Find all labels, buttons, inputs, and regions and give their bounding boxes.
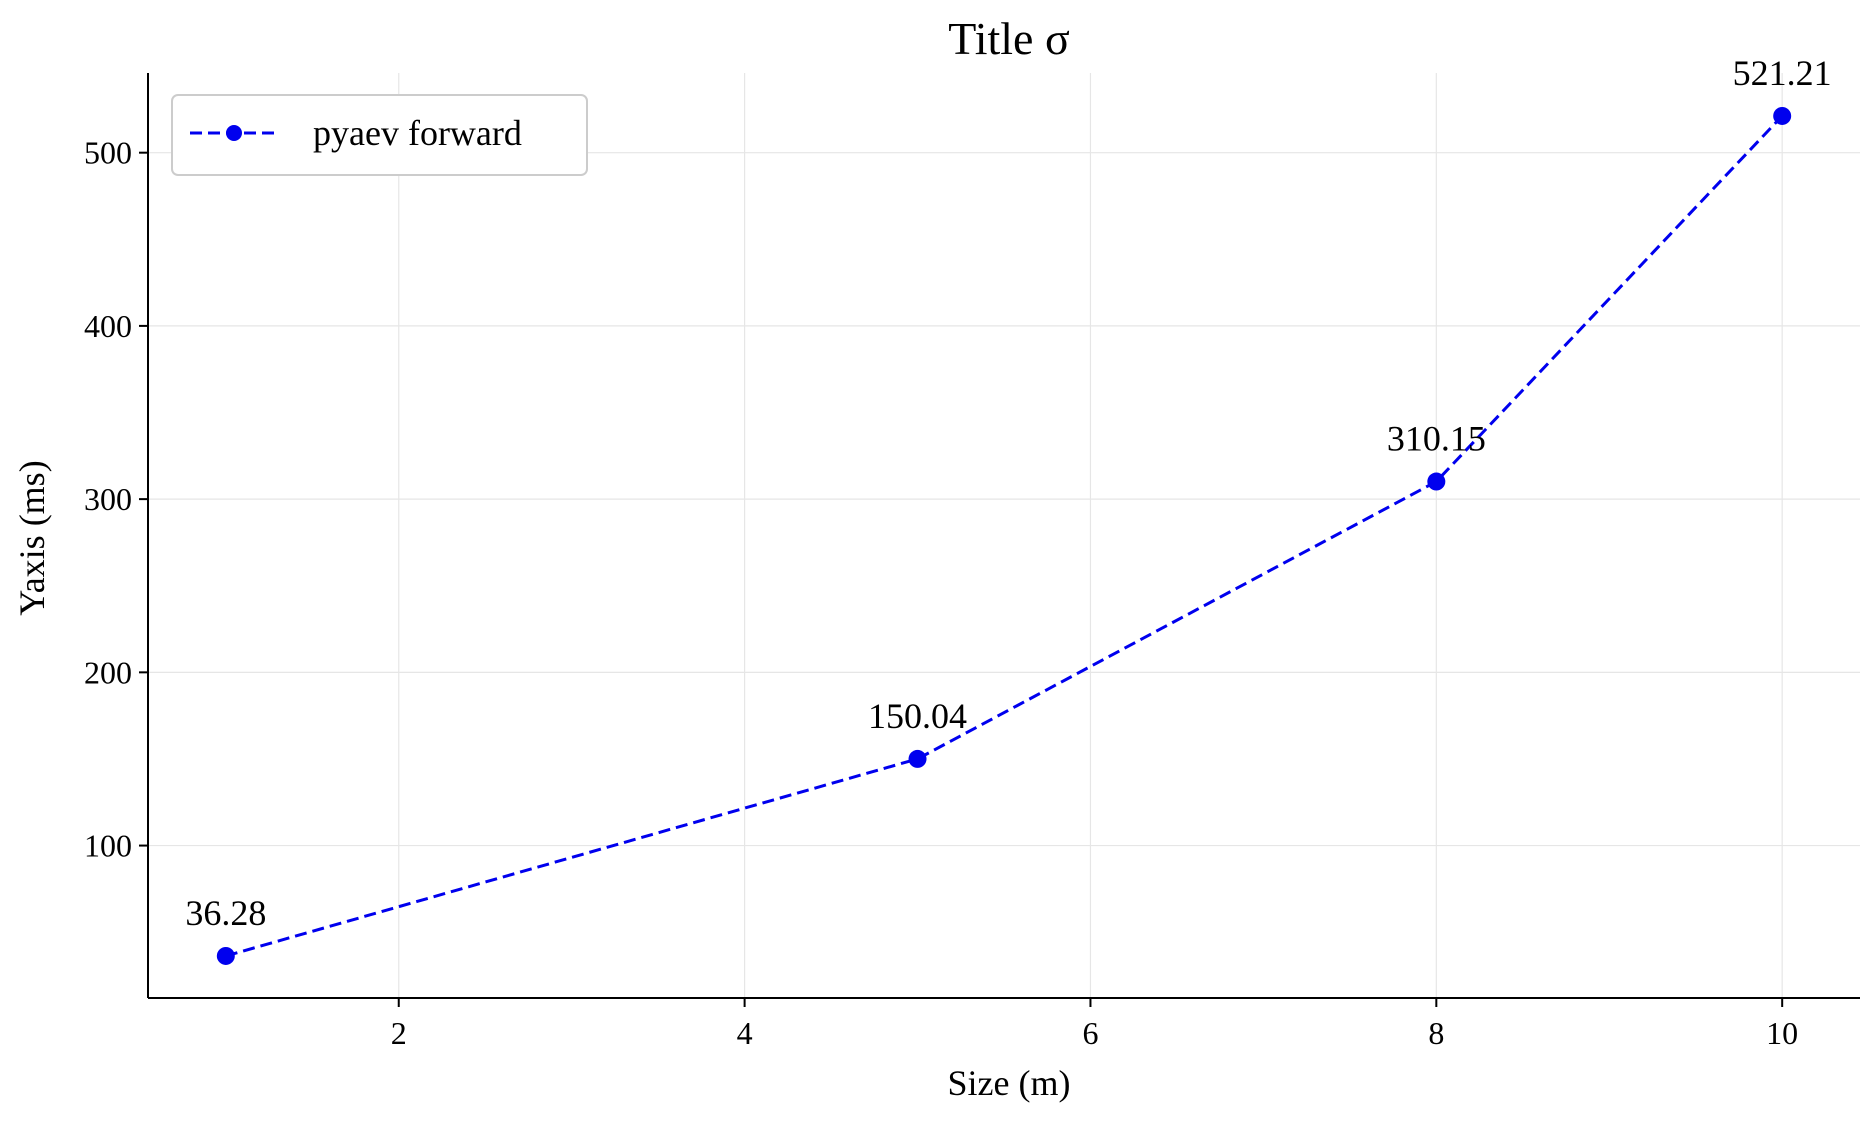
legend-entry-label: pyaev forward: [313, 113, 522, 153]
axes: [147, 73, 1860, 999]
x-tick-label: 8: [1428, 1015, 1444, 1051]
y-tick-label: 200: [84, 654, 132, 690]
data-value-label: 310.15: [1387, 419, 1486, 459]
x-tick-label: 10: [1766, 1015, 1798, 1051]
y-tick-label: 400: [84, 308, 132, 344]
x-axis-label: Size (m): [948, 1063, 1071, 1103]
data-labels: 36.28 150.04 310.15 521.21: [185, 53, 1831, 933]
data-point: [908, 749, 927, 768]
grid: [148, 73, 1860, 998]
legend-marker: [226, 125, 242, 141]
y-tick-label: 100: [84, 828, 132, 864]
data-point: [216, 946, 235, 965]
y-axis-label: Yaxis (ms): [12, 460, 52, 615]
legend: pyaev forward: [171, 94, 588, 176]
x-tick-label: 6: [1082, 1015, 1098, 1051]
series: [216, 106, 1792, 965]
y-tick-label: 300: [84, 481, 132, 517]
data-value-label: 521.21: [1733, 53, 1832, 93]
series-line: [225, 114, 1784, 958]
x-tick-label: 2: [391, 1015, 407, 1051]
data-value-label: 36.28: [185, 893, 266, 933]
data-value-label: 150.04: [868, 696, 967, 736]
legend-box: [171, 94, 588, 176]
data-point: [1427, 472, 1446, 491]
y-tick-label: 500: [84, 135, 132, 171]
chart-title: Title σ: [948, 13, 1070, 64]
x-tick-label: 4: [737, 1015, 753, 1051]
ticks: 2 4 6 8 10 100 200 300 400 500: [84, 135, 1798, 1051]
data-point: [1773, 106, 1792, 125]
